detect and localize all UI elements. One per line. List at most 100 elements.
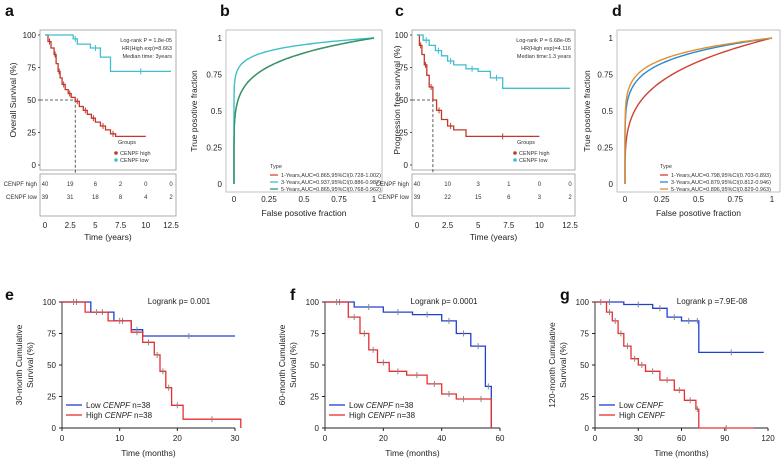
risk-table [39, 173, 177, 217]
x-axis-label: Time (years) [84, 232, 132, 242]
x-tick-label: 5 [476, 221, 481, 230]
annotation-text: Logrank p= 0.0001 [411, 297, 478, 306]
y-axis-label: Survival (%) [25, 342, 35, 388]
legend-label: 1-Years,AUC=0.798,95%CI(0.703-0.893) [671, 173, 771, 179]
y-tick-label: 50 [47, 361, 56, 370]
x-tick-label: 20 [379, 434, 388, 443]
legend-label: 3-Years,AUC=0.879,95%CI(0.812-0.946) [671, 180, 771, 186]
y-tick-label: 0.5 [211, 107, 223, 116]
legend-title: Type [270, 164, 282, 170]
x-tick-label: 10 [115, 434, 124, 443]
x-axis-label: Time (years) [470, 232, 518, 242]
y-tick-label: 50 [27, 96, 36, 105]
x-tick-label: 0 [43, 221, 48, 230]
legend-label: CENPF low [120, 158, 148, 164]
y-tick-label: 0.75 [206, 71, 222, 80]
x-tick-label: 60 [496, 434, 505, 443]
x-tick-label: 10 [535, 221, 544, 230]
y-tick-label: 0 [52, 424, 57, 433]
roc-curve-2 [233, 37, 375, 184]
y-tick-label: 75 [47, 330, 56, 339]
legend-suffix: n=38 [132, 411, 153, 420]
legend-label: High CENPF n=38 [349, 411, 416, 420]
legend-gene: CENPF [105, 411, 133, 420]
y-tick-label: 75 [310, 330, 319, 339]
risk-table-cell: 19 [67, 182, 74, 188]
x-tick-label: 10 [141, 221, 150, 230]
annotation-text: Logrank p= 0.001 [148, 297, 211, 306]
legend-suffix: n=38 [130, 401, 151, 410]
risk-table-cell: 0 [169, 182, 173, 188]
panel-label-d: d [612, 3, 622, 20]
legend-prefix: High [349, 411, 368, 420]
series-line-0 [62, 301, 235, 337]
legend-prefix: Low [349, 401, 366, 410]
x-axis-label: Time (months) [654, 448, 709, 458]
risk-table-cell: 3 [538, 195, 542, 201]
plot-area [411, 29, 576, 171]
series-line-0 [325, 301, 492, 428]
annotation-text: Median time: 3years [122, 54, 172, 60]
x-tick-label: 0.25 [654, 195, 670, 204]
x-tick-label: 30 [231, 434, 240, 443]
y-axis-label: Survival (%) [288, 342, 298, 388]
series-line-0 [45, 34, 146, 138]
legend-gene: CENPF [636, 401, 664, 410]
legend-title: Groups [517, 140, 535, 146]
x-tick-label: 0 [623, 195, 628, 204]
y-tick-label: 50 [399, 96, 408, 105]
x-tick-label: 90 [720, 434, 729, 443]
y-tick-label: 50 [310, 361, 319, 370]
y-tick-label: 0 [609, 180, 614, 189]
y-tick-label: 50 [580, 361, 589, 370]
panel-label-a: a [5, 3, 14, 20]
x-tick-label: 60 [677, 434, 686, 443]
x-tick-label: 0.75 [727, 195, 743, 204]
legend-marker [114, 158, 118, 162]
x-tick-label: 0 [415, 221, 420, 230]
y-tick-label: 1 [609, 34, 614, 43]
x-axis-label: Time (months) [385, 448, 440, 458]
legend-prefix: High [86, 411, 105, 420]
x-tick-label: 0.5 [693, 195, 705, 204]
y-tick-label: 25 [27, 129, 36, 138]
risk-table-row-label: CENPF high [376, 182, 409, 188]
y-tick-label: 0 [585, 424, 590, 433]
y-tick-label: 75 [399, 64, 408, 73]
y-axis-label: 120-month Cumulative [547, 322, 557, 408]
x-axis-label: False posotive fraction [656, 208, 741, 218]
risk-table-cell: 6 [94, 182, 98, 188]
y-axis-label: True posotive fraction [189, 70, 199, 152]
legend-label: CENPF low [519, 158, 547, 164]
x-tick-label: 7.5 [503, 221, 515, 230]
legend-prefix: Low [86, 401, 103, 410]
x-axis-label: Time (months) [121, 448, 176, 458]
risk-table-cell: 0 [538, 182, 542, 188]
risk-table-cell: 18 [92, 195, 99, 201]
panel-label-c: c [395, 3, 404, 20]
x-tick-label: 1 [770, 195, 775, 204]
x-tick-label: 0 [60, 434, 65, 443]
x-tick-label: 7.5 [115, 221, 127, 230]
annotation-text: HR(High exp)=4.116 [521, 46, 571, 52]
risk-table-row-label: CENPF low [6, 195, 38, 201]
y-tick-label: 0 [218, 180, 223, 189]
legend-gene: CENPF [366, 401, 394, 410]
risk-table-cell: 2 [119, 182, 123, 188]
x-tick-label: 20 [173, 434, 182, 443]
y-tick-label: 100 [23, 31, 37, 40]
risk-table-cell: 40 [414, 182, 421, 188]
y-tick-label: 0 [404, 161, 409, 170]
y-axis-label: Progression free survival (%) [392, 45, 402, 154]
series-line-1 [62, 301, 242, 428]
x-tick-label: 0.25 [261, 195, 277, 204]
x-tick-label: 40 [437, 434, 446, 443]
legend-prefix: High [619, 411, 638, 420]
x-tick-label: 12.5 [163, 221, 179, 230]
panel-label-b: b [220, 3, 230, 20]
risk-table-cell: 8 [119, 195, 123, 201]
legend-label: 1-Years,AUC=0.865,95%CI(0.728-1.002) [281, 173, 381, 179]
legend-suffix: n=38 [395, 411, 416, 420]
x-tick-label: 30 [634, 434, 643, 443]
